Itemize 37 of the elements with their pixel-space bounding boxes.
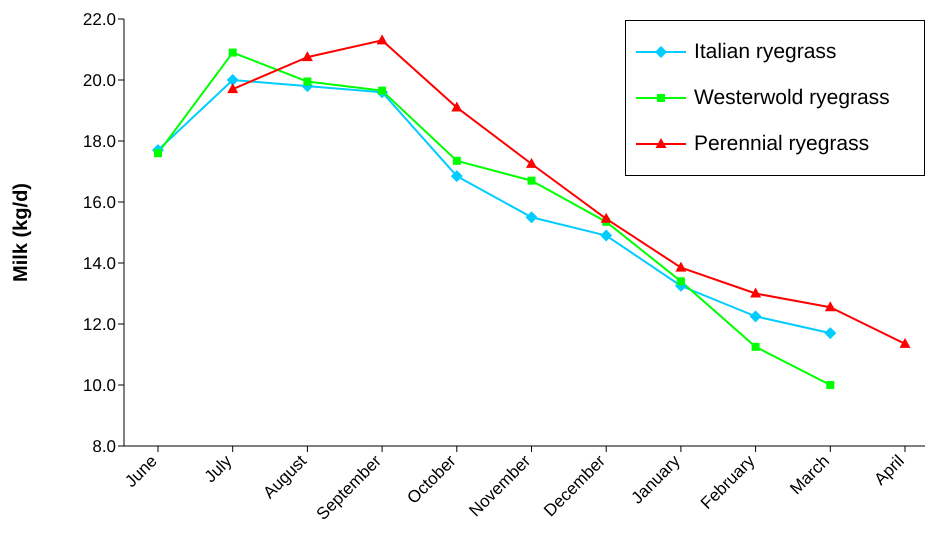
point — [824, 327, 836, 340]
point — [227, 83, 238, 94]
point — [600, 212, 612, 223]
y-tick-label: 14.0 — [82, 254, 116, 274]
legend-label: Westerwold ryegrass — [694, 86, 890, 110]
point — [752, 342, 760, 351]
point — [526, 158, 537, 168]
y-tick-label: 20.0 — [82, 71, 116, 90]
legend-label: Perennial ryegrass — [694, 132, 870, 156]
y-tick-label: 8.0 — [92, 437, 116, 456]
point — [675, 262, 686, 272]
point — [824, 301, 836, 312]
point — [528, 176, 536, 185]
point — [302, 51, 313, 62]
point — [451, 101, 462, 112]
y-tick-label: 10.0 — [82, 376, 116, 396]
x-tick-label: July — [200, 451, 236, 486]
point — [750, 288, 762, 298]
point — [452, 156, 461, 165]
y-tick-label: 16.0 — [82, 193, 116, 212]
legend-label: Italian ryegrass — [694, 40, 836, 64]
point — [228, 48, 237, 57]
y-axis-title: Milk (kg/d) — [10, 183, 32, 282]
point — [450, 170, 463, 182]
point — [900, 338, 910, 348]
point — [600, 230, 612, 242]
point — [676, 277, 685, 286]
point — [826, 381, 834, 389]
y-tick-label: 22.0 — [82, 10, 116, 30]
point — [303, 78, 312, 86]
point — [526, 211, 538, 224]
point — [376, 34, 388, 44]
point — [226, 74, 239, 86]
point — [154, 149, 162, 158]
point — [750, 310, 762, 322]
y-tick-label: 12.0 — [82, 315, 116, 334]
y-tick-label: 18.0 — [82, 132, 116, 152]
